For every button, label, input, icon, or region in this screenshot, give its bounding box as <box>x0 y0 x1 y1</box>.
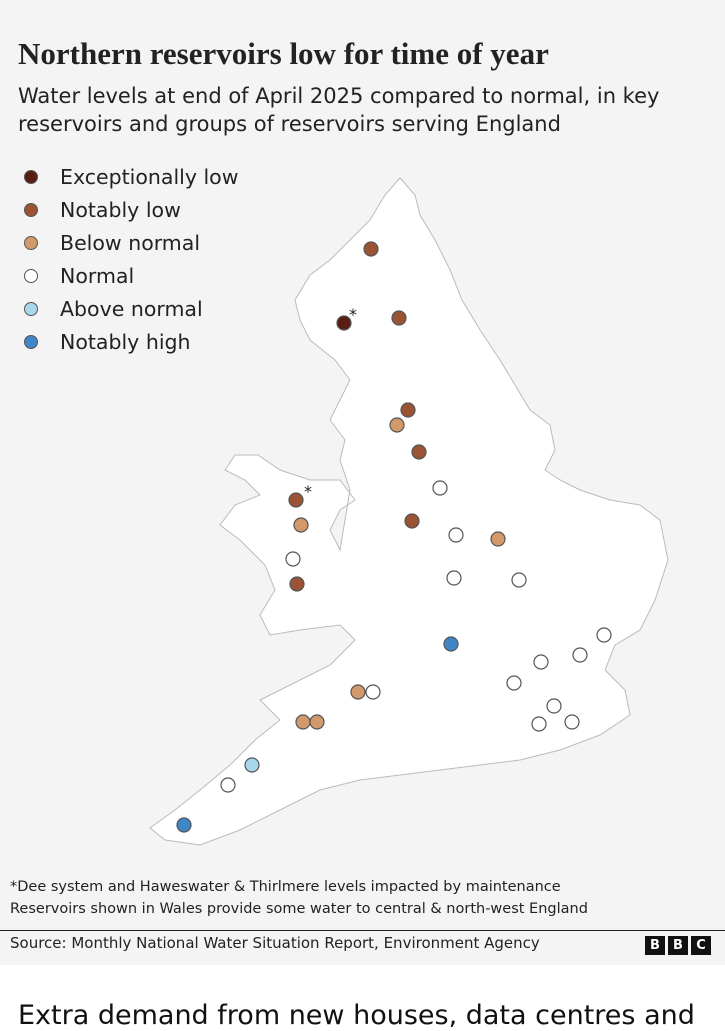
title: Northern reservoirs low for time of year <box>18 36 549 71</box>
dot <box>564 714 580 730</box>
logo-letter: B <box>668 936 688 955</box>
logo-letter: C <box>691 936 711 955</box>
dot <box>365 684 381 700</box>
dot <box>350 684 366 700</box>
dot <box>220 777 236 793</box>
dot <box>389 417 405 433</box>
dot <box>546 698 562 714</box>
legend-swatch <box>24 169 38 184</box>
subtitle: Water levels at end of April 2025 compar… <box>18 84 660 136</box>
dot <box>490 531 506 547</box>
article-text: Extra demand from new houses, data centr… <box>18 1000 695 1031</box>
dot <box>511 572 527 588</box>
asterisk: * <box>304 482 312 501</box>
legend-swatch <box>24 268 38 283</box>
legend-item: Notably low <box>24 193 239 226</box>
legend-item: Notably high <box>24 325 239 358</box>
dot <box>295 714 311 730</box>
dot <box>432 480 448 496</box>
legend-swatch <box>24 334 38 349</box>
legend-item: Above normal <box>24 292 239 325</box>
dot <box>293 517 309 533</box>
dot <box>404 513 420 529</box>
logo-letter: B <box>645 936 665 955</box>
dot <box>289 576 305 592</box>
dot <box>448 527 464 543</box>
dot <box>506 675 522 691</box>
legend-swatch <box>24 301 38 316</box>
dot <box>309 714 325 730</box>
legend-item: Exceptionally low <box>24 160 239 193</box>
source: Source: Monthly National Water Situation… <box>10 934 540 952</box>
legend-swatch <box>24 235 38 250</box>
legend-label: Notably high <box>60 329 191 354</box>
footnote: *Dee system and Haweswater & Thirlmere l… <box>10 879 561 895</box>
divider <box>0 930 725 931</box>
dot <box>336 315 352 331</box>
asterisk: * <box>349 305 357 324</box>
dot <box>391 310 407 326</box>
legend-label: Above normal <box>60 296 203 321</box>
legend-item: Below normal <box>24 226 239 259</box>
reservoir-dots <box>176 241 612 833</box>
dot <box>446 570 462 586</box>
legend-label: Exceptionally low <box>60 164 239 189</box>
england-wales-outline <box>149 177 669 846</box>
dot <box>533 654 549 670</box>
footnote: Reservoirs shown in Wales provide some w… <box>10 901 588 917</box>
legend: Exceptionally low Notably low Below normal… <box>24 160 239 358</box>
legend-label: Notably low <box>60 197 181 222</box>
legend-item: Normal <box>24 259 239 292</box>
graphic-card: Northern reservoirs low for time of year… <box>0 0 725 965</box>
dot <box>400 402 416 418</box>
bbc-logo: B B C <box>645 936 711 955</box>
dot <box>596 627 612 643</box>
dot <box>285 551 301 567</box>
dot <box>411 444 427 460</box>
legend-label: Below normal <box>60 230 201 255</box>
dot <box>531 716 547 732</box>
legend-label: Normal <box>60 263 135 288</box>
dot <box>244 757 260 773</box>
dot <box>176 817 192 833</box>
map: * * <box>149 177 669 846</box>
dot <box>363 241 379 257</box>
dot <box>288 492 304 508</box>
dot <box>572 647 588 663</box>
dot <box>443 636 459 652</box>
legend-swatch <box>24 202 38 217</box>
